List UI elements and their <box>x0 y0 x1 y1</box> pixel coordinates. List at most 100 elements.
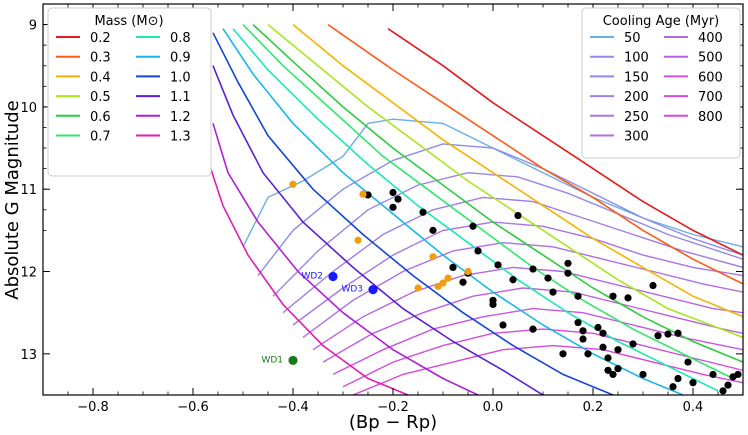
black-point-31 <box>599 343 607 351</box>
legend-label-1.1: 1.1 <box>170 90 191 105</box>
black-point-37 <box>674 329 682 337</box>
orange-point-4 <box>414 284 422 292</box>
black-point-44 <box>639 370 647 379</box>
black-point-39 <box>584 350 592 358</box>
age-legend: Cooling Age (Myr) 5010015020025030040050… <box>581 7 741 159</box>
black-point-9 <box>449 263 457 272</box>
black-point-21 <box>499 321 507 329</box>
mass-legend-title: Mass (M⊙) <box>94 14 163 29</box>
legend-label-0.6: 0.6 <box>90 110 111 125</box>
legend-label-0.7: 0.7 <box>90 130 111 145</box>
black-point-36 <box>664 330 672 338</box>
black-point-8 <box>514 211 522 220</box>
black-point-2 <box>394 195 402 203</box>
legend-label-200: 200 <box>624 90 649 105</box>
mass-track-0.6 <box>252 24 743 363</box>
x-tick-label-2: −0.4 <box>277 400 309 415</box>
black-point-53 <box>669 383 677 391</box>
y-tick-label-2: 11 <box>20 183 37 198</box>
x-tick-label-0: −0.8 <box>77 400 109 415</box>
black-point-28 <box>579 327 587 335</box>
orange-point-8 <box>464 267 472 276</box>
black-point-42 <box>609 370 617 379</box>
age-legend-title: Cooling Age (Myr) <box>603 14 720 29</box>
isochrone-100-myr <box>257 143 743 277</box>
isochrone-800-myr <box>352 344 743 395</box>
ticks-layer: −0.8 −0.6 −0.4 −0.2 0.0 0.2 0.4 9 10 11 12 13 <box>20 3 743 415</box>
mass-track-1.2 <box>212 123 479 395</box>
legend-label-50: 50 <box>624 31 641 46</box>
wd1-label: WD1 <box>261 355 283 365</box>
mass-legend: Mass (M⊙) 0.2 0.3 0.4 0.5 0.6 0.7 0.8 0.9 1.0 1.1… <box>47 7 212 177</box>
black-point-20 <box>489 300 497 309</box>
black-point-3 <box>389 203 397 211</box>
legend-label-700: 700 <box>698 90 723 105</box>
wd2-label: WD2 <box>301 271 323 281</box>
y-tick-label-1: 10 <box>20 101 37 116</box>
mass-legend-box <box>47 7 212 177</box>
x-tick-label-6: 0.4 <box>683 400 704 415</box>
black-point-40 <box>604 354 612 362</box>
legend-label-150: 150 <box>624 70 649 85</box>
black-point-18 <box>549 288 557 296</box>
isochrone-200-myr <box>282 196 743 314</box>
black-point-5 <box>429 226 437 234</box>
black-point-12 <box>494 261 502 269</box>
orange-point-1 <box>359 190 367 198</box>
mass-track-0.7 <box>242 24 734 380</box>
mass-track-0.5 <box>267 23 743 339</box>
black-point-32 <box>599 329 607 337</box>
legend-label-300: 300 <box>624 130 649 145</box>
black-point-30 <box>594 323 602 332</box>
mass-track-0.4 <box>292 23 743 318</box>
legend-label-100: 100 <box>624 51 649 66</box>
orange-point-7 <box>444 274 452 282</box>
annotation-layer: WD1 WD2 WD3 <box>261 271 378 365</box>
black-point-38 <box>559 350 567 358</box>
legend-label-500: 500 <box>698 51 723 66</box>
wd2-marker <box>328 271 338 282</box>
orange-point-6 <box>439 279 447 287</box>
isochrone-700-myr <box>342 328 743 388</box>
black-point-48 <box>709 370 717 379</box>
black-point-25 <box>624 294 632 302</box>
x-tick-label-3: −0.2 <box>377 400 409 415</box>
legend-label-250: 250 <box>624 110 649 125</box>
black-point-26 <box>649 281 657 290</box>
black-point-4 <box>419 208 427 216</box>
mass-track-0.8 <box>232 28 719 392</box>
mass-track-0.3 <box>327 23 743 285</box>
legend-label-0.8: 0.8 <box>170 31 191 46</box>
isochrone-400-myr <box>312 266 743 351</box>
legend-label-1.0: 1.0 <box>170 70 191 85</box>
black-point-16 <box>564 259 572 267</box>
legend-label-0.4: 0.4 <box>90 70 111 85</box>
x-tick-label-1: −0.6 <box>177 400 209 415</box>
black-point-47 <box>689 379 697 387</box>
black-point-7 <box>474 247 482 255</box>
black-point-1 <box>389 188 397 197</box>
wd3-label: WD3 <box>341 285 363 295</box>
legend-label-800: 800 <box>698 110 723 125</box>
age-legend-box <box>581 7 741 159</box>
black-point-14 <box>529 265 537 273</box>
legend-label-0.9: 0.9 <box>170 51 191 66</box>
mass-legend-items: 0.2 0.3 0.4 0.5 0.6 0.7 0.8 0.9 1.0 1.1 1.2 1.3 <box>56 31 191 145</box>
black-point-15 <box>544 274 552 282</box>
black-point-17 <box>564 269 572 277</box>
mass-track-0.2 <box>387 28 743 256</box>
tracks-layer <box>207 23 743 395</box>
legend-label-1.3: 1.3 <box>170 130 191 145</box>
black-point-35 <box>654 332 662 340</box>
black-point-22 <box>529 325 537 333</box>
y-tick-label-0: 9 <box>29 19 37 34</box>
black-point-13 <box>509 276 517 284</box>
mass-track-1.1 <box>212 65 544 395</box>
black-point-27 <box>574 318 582 327</box>
age-legend-items: 50 100 150 200 250 300 400 500 600 700 800 <box>590 31 723 145</box>
isochrone-500-myr <box>322 287 743 363</box>
legend-label-0.2: 0.2 <box>90 31 111 46</box>
black-point-33 <box>614 346 622 354</box>
black-point-23 <box>574 292 582 300</box>
